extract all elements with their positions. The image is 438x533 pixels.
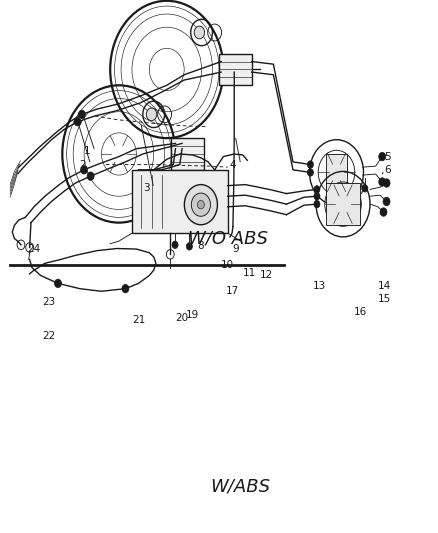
Circle shape: [146, 108, 157, 120]
Circle shape: [307, 161, 314, 168]
Text: 20: 20: [175, 313, 188, 322]
Circle shape: [314, 185, 320, 193]
Circle shape: [194, 26, 205, 39]
FancyBboxPatch shape: [325, 183, 360, 225]
FancyBboxPatch shape: [171, 138, 204, 170]
Text: 14: 14: [378, 281, 391, 291]
Circle shape: [314, 200, 320, 208]
Text: 7: 7: [358, 186, 365, 196]
Circle shape: [307, 169, 314, 176]
Text: 10: 10: [221, 260, 234, 270]
Text: 17: 17: [225, 286, 239, 296]
Circle shape: [380, 208, 387, 216]
Circle shape: [362, 184, 368, 192]
Text: 12: 12: [260, 270, 273, 280]
Circle shape: [184, 184, 217, 225]
Text: 8: 8: [197, 241, 204, 252]
Circle shape: [17, 240, 25, 249]
Circle shape: [191, 193, 211, 216]
Text: 9: 9: [232, 244, 239, 254]
Circle shape: [87, 172, 94, 180]
Text: 22: 22: [42, 331, 56, 341]
Circle shape: [186, 243, 192, 250]
Text: 13: 13: [312, 281, 325, 291]
Text: W/O ABS: W/O ABS: [188, 230, 268, 247]
Circle shape: [122, 285, 129, 293]
Circle shape: [383, 197, 390, 206]
Circle shape: [78, 110, 85, 118]
Text: 5: 5: [384, 151, 391, 161]
Text: 1: 1: [84, 147, 91, 156]
FancyBboxPatch shape: [219, 54, 252, 85]
Circle shape: [172, 241, 178, 248]
Circle shape: [379, 177, 386, 186]
Text: 19: 19: [186, 310, 199, 320]
FancyBboxPatch shape: [325, 154, 347, 191]
Circle shape: [54, 279, 61, 288]
Circle shape: [383, 179, 390, 187]
Circle shape: [81, 166, 88, 174]
Circle shape: [335, 195, 351, 214]
Text: 15: 15: [378, 294, 391, 304]
FancyBboxPatch shape: [132, 170, 228, 233]
Text: 24: 24: [27, 244, 41, 254]
Text: W/ABS: W/ABS: [211, 478, 271, 496]
Text: 11: 11: [243, 268, 256, 278]
Circle shape: [74, 117, 81, 126]
Circle shape: [26, 243, 34, 252]
Text: 4: 4: [230, 159, 237, 169]
Circle shape: [314, 192, 320, 200]
Circle shape: [198, 200, 205, 209]
Circle shape: [166, 249, 174, 259]
Text: 6: 6: [384, 165, 391, 175]
Text: 3: 3: [143, 183, 149, 193]
Text: 21: 21: [132, 316, 145, 325]
Circle shape: [379, 152, 386, 161]
Text: 16: 16: [354, 308, 367, 318]
Text: 2: 2: [80, 159, 86, 169]
Circle shape: [328, 163, 344, 182]
Text: 23: 23: [42, 297, 56, 307]
